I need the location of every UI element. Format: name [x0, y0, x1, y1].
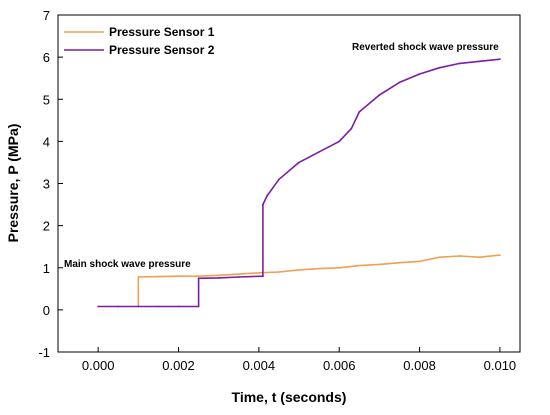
data-point-sensor-1 [438, 256, 441, 259]
data-point-sensor-2 [237, 276, 240, 278]
data-point-sensor-2 [177, 305, 180, 308]
data-point-sensor-1 [177, 275, 180, 278]
y-tick-label: -1 [38, 345, 50, 360]
data-point-sensor-2 [378, 94, 381, 96]
x-tick-label: 0.002 [162, 358, 195, 373]
data-point-sensor-2 [478, 60, 481, 63]
data-point-sensor-2 [266, 195, 268, 198]
data-point-sensor-2 [137, 305, 140, 308]
data-point-sensor-2 [217, 276, 220, 279]
data-point-sensor-1 [499, 254, 501, 257]
x-tick-label: 0.004 [243, 358, 276, 373]
data-point-sensor-1 [217, 274, 220, 277]
series-layer [97, 58, 501, 308]
legend: Pressure Sensor 1 Pressure Sensor 2 [64, 25, 215, 57]
y-tick-label: 1 [43, 261, 50, 276]
data-point-sensor-2 [438, 66, 441, 69]
data-point-sensor-2 [261, 203, 264, 206]
data-point-sensor-2 [350, 127, 353, 130]
data-point-sensor-2 [117, 305, 120, 308]
series-line-sensor-1 [137, 254, 500, 306]
x-tick-label: 0.010 [484, 358, 517, 373]
y-tick-label: 7 [43, 8, 50, 23]
data-point-sensor-1 [298, 268, 300, 271]
data-point-sensor-2 [338, 140, 341, 143]
data-point-sensor-2 [499, 58, 501, 61]
data-point-sensor-2 [298, 161, 300, 164]
data-point-sensor-2 [97, 305, 100, 308]
x-tick-label: 0.008 [403, 358, 436, 373]
data-point-sensor-1 [358, 264, 361, 267]
data-point-sensor-1 [137, 276, 140, 278]
y-tick-label: 5 [43, 92, 50, 107]
y-axis-title: Pressure, P (MPa) [5, 124, 21, 243]
y-tick-label: 0 [43, 303, 50, 318]
data-point-sensor-2 [458, 62, 461, 65]
data-point-sensor-1 [378, 263, 381, 266]
data-point-sensor-2 [318, 151, 321, 153]
annotation-main-shock: Main shock wave pressure [64, 259, 191, 270]
data-point-sensor-1 [478, 256, 481, 259]
data-point-sensor-1 [278, 271, 280, 273]
data-point-sensor-2 [398, 81, 401, 84]
data-point-sensor-1 [338, 266, 341, 269]
y-tick-label: 6 [43, 50, 50, 65]
x-tick-label: 0.006 [323, 358, 356, 373]
data-point-sensor-1 [458, 255, 461, 257]
data-point-sensor-1 [197, 275, 200, 278]
legend-label-sensor-1: Pressure Sensor 1 [109, 25, 215, 39]
data-point-sensor-2 [197, 277, 200, 280]
data-point-sensor-2 [418, 73, 421, 75]
data-point-sensor-2 [157, 305, 160, 308]
data-point-sensor-1 [318, 267, 321, 270]
data-point-sensor-1 [157, 275, 160, 278]
data-point-sensor-1 [398, 261, 401, 264]
data-point-sensor-1 [257, 271, 260, 274]
x-tick-label: 0.000 [82, 358, 115, 373]
annotation-reverted-shock: Reverted shock wave pressure [352, 42, 499, 53]
y-tick-label: 3 [43, 177, 50, 192]
data-point-sensor-1 [418, 260, 421, 263]
data-point-sensor-2 [197, 305, 200, 308]
legend-label-sensor-2: Pressure Sensor 2 [109, 43, 215, 57]
data-point-sensor-1 [237, 273, 240, 275]
data-point-sensor-2 [261, 275, 264, 278]
data-point-sensor-2 [358, 110, 361, 113]
y-tick-label: 4 [43, 134, 50, 149]
x-axis-title: Time, t (seconds) [232, 389, 347, 405]
data-point-sensor-2 [278, 178, 280, 181]
axis-ticks: 0.000 0.002 0.004 0.006 0.008 0.010 -1 0 1 2 3 4 5 6 7 [38, 8, 516, 373]
y-tick-label: 2 [43, 219, 50, 234]
